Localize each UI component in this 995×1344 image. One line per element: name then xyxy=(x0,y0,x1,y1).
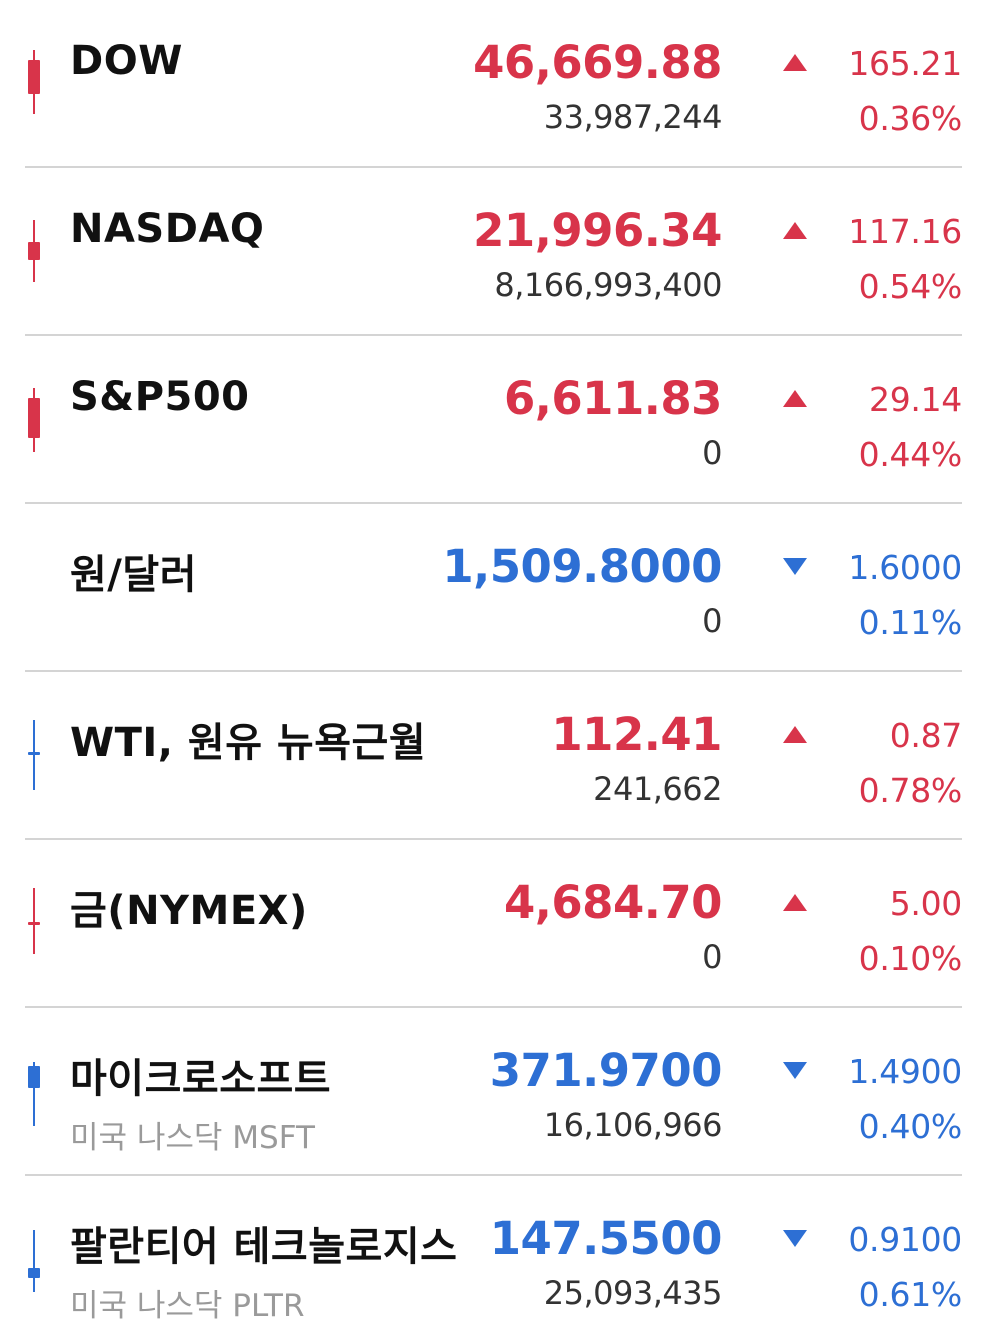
triangle-up-icon xyxy=(783,894,807,911)
item-change: 1.6000 xyxy=(848,548,962,587)
item-name: WTI, 원유 뉴욕근월 xyxy=(70,720,427,766)
candlestick-icon xyxy=(25,50,43,114)
item-change-pct: 0.78% xyxy=(858,771,963,810)
item-change-pct: 0.10% xyxy=(858,939,963,978)
item-change: 29.14 xyxy=(869,380,962,419)
item-change: 0.9100 xyxy=(848,1220,962,1259)
triangle-down-icon xyxy=(783,1230,807,1247)
item-price: 147.5500 xyxy=(489,1212,723,1265)
list-item-wti[interactable]: WTI, 원유 뉴욕근월 112.41 241,662 0.87 0.78% xyxy=(25,672,962,840)
item-change: 165.21 xyxy=(848,44,962,83)
item-price: 46,669.88 xyxy=(473,36,722,89)
item-change-pct: 0.36% xyxy=(858,99,963,138)
item-change: 5.00 xyxy=(889,884,963,923)
item-name: 팔란티어 테크놀로지스 xyxy=(70,1224,458,1270)
item-market-ticker: 미국 나스닥 MSFT xyxy=(70,1120,315,1156)
list-item-gold[interactable]: 금(NYMEX) 4,684.70 0 5.00 0.10% xyxy=(25,840,962,1008)
item-volume: 16,106,966 xyxy=(543,1106,723,1144)
triangle-down-icon xyxy=(783,558,807,575)
triangle-up-icon xyxy=(783,54,807,71)
item-name: 원/달러 xyxy=(70,552,198,598)
triangle-up-icon xyxy=(783,726,807,743)
item-volume: 0 xyxy=(702,938,722,976)
item-name: NASDAQ xyxy=(70,206,265,252)
item-market-ticker: 미국 나스닥 PLTR xyxy=(70,1288,305,1324)
candlestick-icon xyxy=(25,388,43,452)
candlestick-icon xyxy=(25,1230,43,1292)
candlestick-icon xyxy=(25,220,43,282)
candlestick-icon xyxy=(25,720,43,790)
list-item-pltr[interactable]: 팔란티어 테크놀로지스 미국 나스닥 PLTR 147.5500 25,093,… xyxy=(25,1176,962,1344)
item-price: 371.9700 xyxy=(489,1044,723,1097)
list-item-nasdaq[interactable]: NASDAQ 21,996.34 8,166,993,400 117.16 0.… xyxy=(25,168,962,336)
list-item-msft[interactable]: 마이크로소프트 미국 나스닥 MSFT 371.9700 16,106,966 … xyxy=(25,1008,962,1176)
item-volume: 241,662 xyxy=(593,770,722,808)
item-change-pct: 0.61% xyxy=(858,1275,963,1314)
item-volume: 0 xyxy=(702,434,722,472)
item-change-pct: 0.54% xyxy=(858,267,963,306)
item-price: 4,684.70 xyxy=(503,876,723,929)
triangle-up-icon xyxy=(783,390,807,407)
item-name: 마이크로소프트 xyxy=(70,1056,332,1102)
item-price: 1,509.8000 xyxy=(442,540,722,593)
item-price: 112.41 xyxy=(551,708,722,761)
item-name: DOW xyxy=(70,38,183,84)
triangle-down-icon xyxy=(783,1062,807,1079)
list-item-sp500[interactable]: S&P500 6,611.83 0 29.14 0.44% xyxy=(25,336,962,504)
item-volume: 33,987,244 xyxy=(543,98,723,136)
candlestick-icon xyxy=(25,1062,43,1126)
candlestick-icon xyxy=(25,888,43,954)
triangle-up-icon xyxy=(783,222,807,239)
item-change: 1.4900 xyxy=(848,1052,962,1091)
item-change: 117.16 xyxy=(848,212,962,251)
item-change-pct: 0.44% xyxy=(858,435,963,474)
list-item-krw-usd[interactable]: 원/달러 1,509.8000 0 1.6000 0.11% xyxy=(25,504,962,672)
item-volume: 8,166,993,400 xyxy=(494,266,722,304)
item-volume: 0 xyxy=(702,602,722,640)
item-volume: 25,093,435 xyxy=(543,1274,723,1312)
item-change: 0.87 xyxy=(889,716,963,755)
item-name: S&P500 xyxy=(70,374,250,420)
item-price: 6,611.83 xyxy=(503,372,723,425)
list-item-dow[interactable]: DOW 46,669.88 33,987,244 165.21 0.36% xyxy=(25,0,962,168)
item-name: 금(NYMEX) xyxy=(70,888,308,934)
item-change-pct: 0.40% xyxy=(858,1107,963,1146)
item-price: 21,996.34 xyxy=(473,204,722,257)
item-change-pct: 0.11% xyxy=(858,603,963,642)
